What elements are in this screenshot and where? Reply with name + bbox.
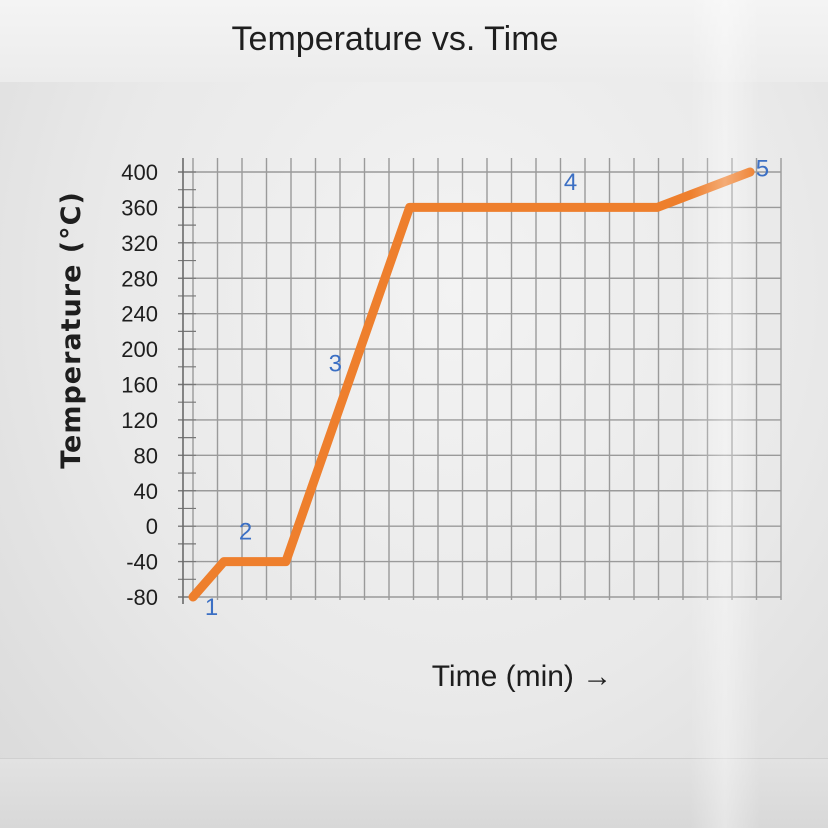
y-tick-label: -40 — [126, 550, 158, 575]
bottom-band — [0, 758, 828, 828]
series-line — [188, 167, 755, 602]
segment-label: 2 — [239, 519, 252, 546]
y-tick-label: 400 — [121, 160, 158, 185]
chart-title: Temperature vs. Time — [232, 20, 559, 58]
y-axis-label: Temperature (°C) — [56, 191, 87, 469]
y-tick-label: 280 — [121, 266, 158, 291]
annotations: 1 2 3 4 5 — [205, 156, 769, 621]
y-tick-label: 360 — [121, 195, 158, 220]
title-band — [0, 0, 828, 82]
x-axis-label: Time (min) → — [432, 660, 613, 693]
y-tick-label: 200 — [121, 337, 158, 362]
segment-label: 1 — [205, 594, 218, 621]
y-tick-label: 320 — [121, 231, 158, 256]
y-tick-label: 40 — [134, 479, 158, 504]
y-tick-label: 0 — [146, 514, 158, 539]
series — [188, 167, 755, 602]
y-tick-label: 120 — [121, 408, 158, 433]
segment-label: 4 — [564, 169, 577, 196]
segment-label: 5 — [756, 156, 769, 183]
y-tick-label: 160 — [121, 373, 158, 398]
segment-label: 3 — [329, 350, 342, 377]
y-tick-label: 80 — [134, 443, 158, 468]
y-tick-label: -80 — [126, 585, 158, 610]
y-tick-label: 240 — [121, 302, 158, 327]
grid — [178, 158, 782, 604]
